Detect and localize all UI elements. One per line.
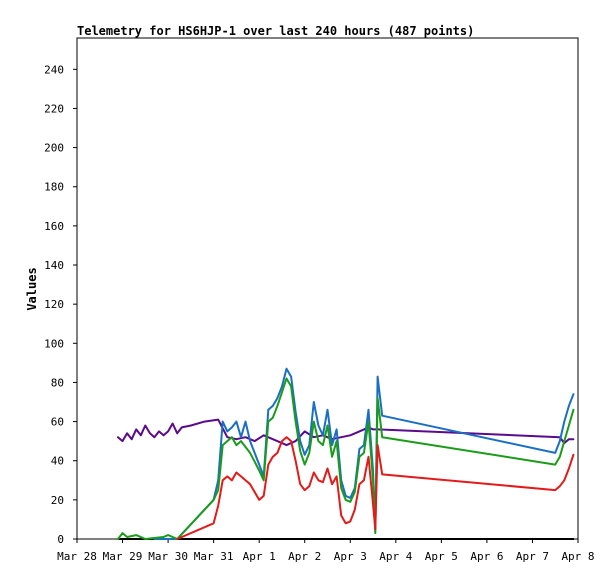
y-tick-label: 20 [51, 494, 64, 507]
x-tick-label: Mar 30 [148, 550, 188, 563]
x-tick-label: Apr 6 [470, 550, 503, 563]
plot-frame [76, 37, 579, 540]
y-tick-label: 100 [44, 337, 64, 350]
x-tick-label: Apr 5 [425, 550, 458, 563]
y-tick-label: 80 [51, 376, 64, 389]
y-tick-label: 180 [44, 181, 64, 194]
series-line-5 [176, 436, 575, 540]
x-tick-label: Mar 29 [103, 550, 143, 563]
y-tick-label: 60 [51, 416, 64, 429]
series-line-2 [117, 418, 575, 447]
y-tick-label: 220 [44, 102, 64, 115]
y-tick-label: 200 [44, 142, 64, 155]
series-line-4 [117, 377, 575, 540]
y-axis-title: Values [25, 267, 39, 310]
x-tick-label: Mar 31 [194, 550, 234, 563]
x-tick-label: Apr 2 [288, 550, 321, 563]
x-tick-label: Mar 28 [57, 550, 97, 563]
x-tick-label: Apr 3 [334, 550, 367, 563]
y-tick-label: 160 [44, 220, 64, 233]
y-tick-label: 120 [44, 298, 64, 311]
y-tick-label: 140 [44, 259, 64, 272]
y-tick-label: 240 [44, 63, 64, 76]
x-tick-label: Apr 7 [516, 550, 549, 563]
x-tick-label: Apr 4 [379, 550, 412, 563]
y-tick-label: 0 [57, 533, 64, 546]
x-axis: Mar 28 Mar 29 Mar 30 Mar 31 Apr 1 Apr 2 Apr 3 A… [57, 539, 595, 563]
y-tick-label: 40 [51, 455, 64, 468]
y-axis: 0 20 40 60 80 100 120 140 160 180 200 220 240 [44, 63, 77, 546]
x-tick-label: Apr 1 [243, 550, 276, 563]
x-tick-label: Apr 8 [561, 550, 594, 563]
chart-title: Telemetry for HS6HJP-1 over last 240 hou… [77, 24, 474, 38]
series-layer [117, 367, 575, 540]
